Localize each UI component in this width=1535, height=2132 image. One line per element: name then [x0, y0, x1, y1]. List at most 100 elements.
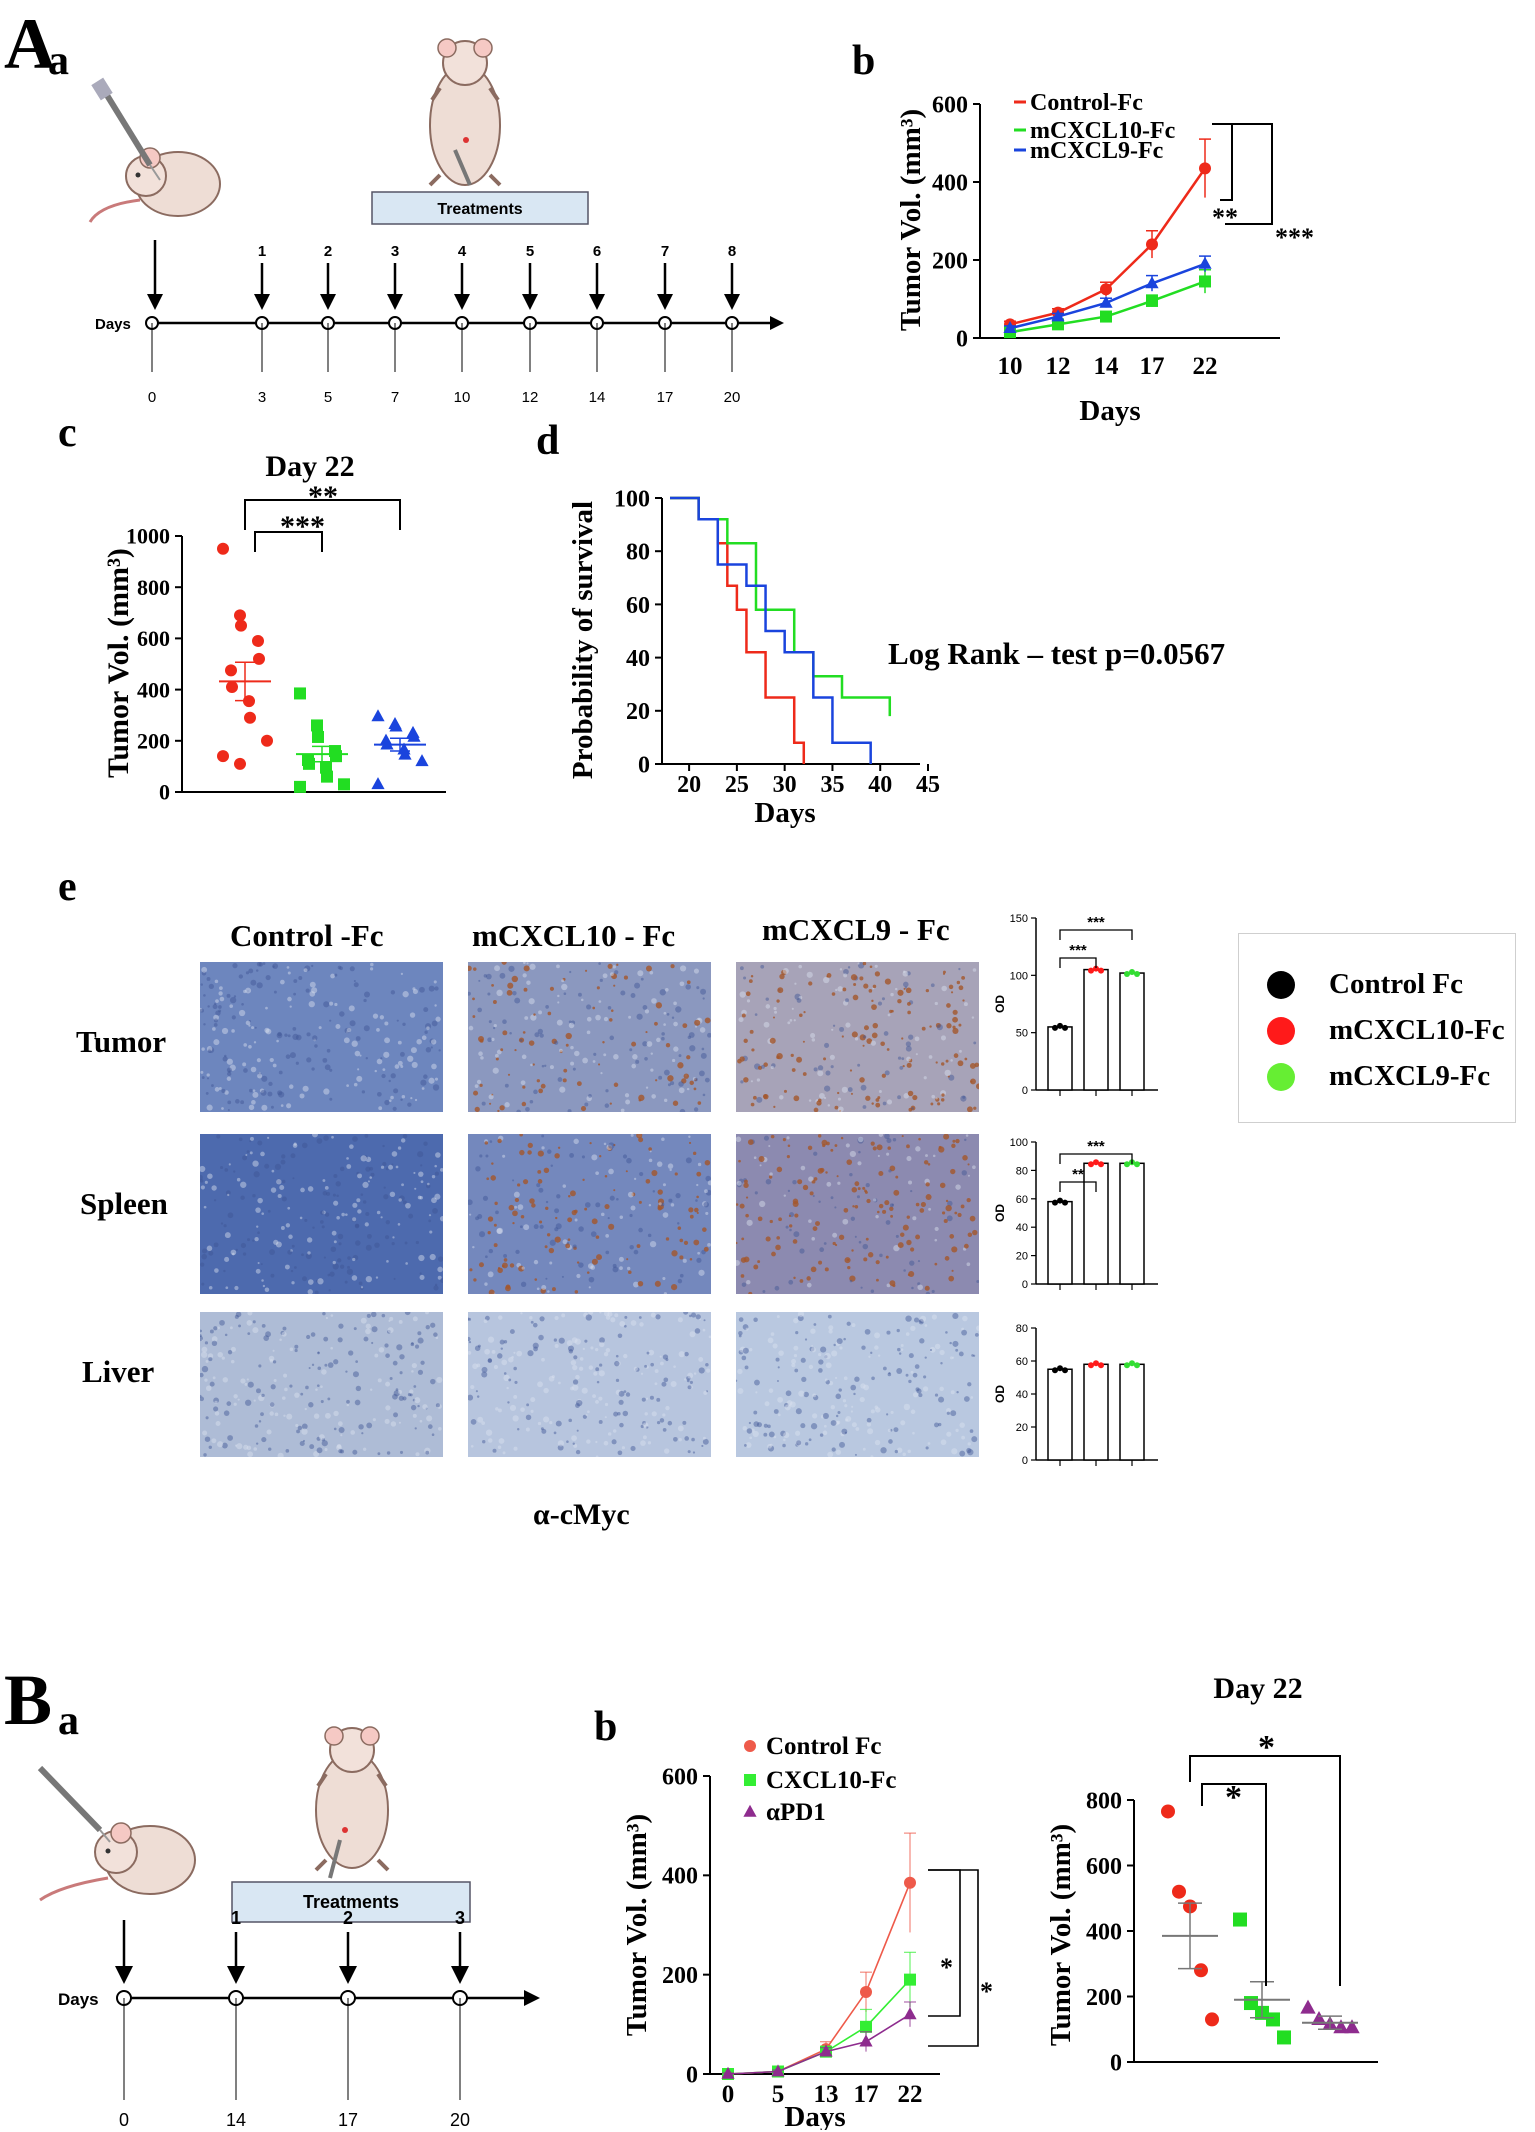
ihc-cell	[823, 1242, 827, 1245]
ihc-cell	[672, 1100, 679, 1106]
ihc-cell	[809, 1346, 815, 1352]
ihc-cell	[651, 1094, 656, 1099]
ihc-cell	[346, 1403, 350, 1407]
treatment-number: 8	[728, 243, 736, 260]
ihc-cell	[687, 1372, 694, 1379]
ihc-cell	[599, 1155, 602, 1158]
ihc-cell	[214, 1411, 220, 1416]
treatments-box-B	[231, 1881, 471, 1923]
ihc-cell	[698, 1269, 705, 1276]
ihc-cell	[297, 1425, 303, 1431]
ihc-cell	[645, 965, 652, 972]
ihc-cell	[623, 1390, 627, 1393]
ihc-cell	[337, 1258, 342, 1263]
ihc-cell	[438, 1426, 442, 1431]
ihc-cell	[213, 1014, 219, 1021]
ihc-cell	[741, 1013, 746, 1018]
ihc-cell	[221, 1356, 225, 1360]
ihc-cell	[301, 1253, 304, 1257]
ihc-cell	[672, 1058, 676, 1063]
ihc-cell	[390, 1073, 396, 1079]
ihc-cell	[834, 1420, 840, 1426]
ihc-cell	[851, 1323, 856, 1328]
treatment-arrowhead	[227, 1966, 245, 1984]
ihc-cell	[660, 1202, 665, 1207]
od-bar	[1047, 1200, 1073, 1285]
ihc-cell	[689, 1214, 694, 1219]
ihc-cell	[212, 1004, 218, 1010]
ihc-cell	[228, 1070, 231, 1073]
ihc-cell	[208, 1250, 214, 1256]
treatment-number: 1	[231, 1908, 241, 1928]
ihc-cell	[307, 1289, 313, 1294]
ihc-cell	[649, 970, 654, 975]
ihc-cell	[329, 1068, 333, 1072]
od-bar	[1047, 1368, 1073, 1461]
ihc-cell	[951, 1143, 956, 1149]
ihc-cell	[365, 1276, 372, 1283]
ihc-cell	[481, 1371, 488, 1378]
ihc-cell	[252, 1194, 256, 1198]
ihc-cell	[425, 1312, 429, 1315]
ihc-cell	[366, 1233, 372, 1239]
ihc-cell	[803, 1011, 806, 1014]
ihc-cell	[289, 1005, 292, 1008]
ihc-cell	[925, 1194, 932, 1201]
ihc-cell	[280, 1226, 285, 1230]
ihc-cell	[934, 1393, 939, 1397]
ihc-cell	[645, 1397, 649, 1400]
ihc-cell	[520, 1407, 525, 1412]
ihc-cell	[915, 1234, 921, 1240]
ihc-cell	[278, 1070, 283, 1075]
ihc-cell	[897, 989, 904, 996]
ihc-cell	[596, 1254, 602, 1261]
ihc-cell	[385, 1167, 389, 1171]
ihc-cell	[473, 1278, 477, 1282]
ihc-cell	[491, 984, 494, 987]
ihc-cell	[253, 1041, 257, 1044]
ihc-cell	[413, 1385, 417, 1388]
ihc-cell	[878, 1089, 882, 1093]
ihc-cell	[810, 1345, 814, 1348]
Ad-x-tick-label: 30	[773, 772, 797, 798]
ihc-cell	[498, 1315, 503, 1320]
ihc-cell	[380, 1165, 385, 1169]
ihc-cell	[501, 962, 507, 965]
ihc-cell	[770, 1332, 775, 1336]
ihc-cell	[536, 1287, 540, 1291]
ihc-cell	[683, 1312, 689, 1315]
ihc-cell	[765, 1236, 771, 1242]
ihc-cell	[661, 1381, 667, 1387]
ihc-cell	[352, 1217, 357, 1222]
od-point	[1088, 967, 1094, 974]
ihc-cell	[678, 1081, 684, 1087]
Ab-x-tick-label: 17	[1140, 353, 1165, 380]
ihc-cell	[439, 1215, 443, 1222]
ihc-cell	[270, 1187, 277, 1193]
ihc-cell	[245, 971, 250, 975]
ihc-cell	[293, 1142, 297, 1146]
ihc-cell	[232, 1252, 235, 1256]
Ad-x-tick-label: 25	[725, 772, 749, 798]
ihc-cell	[485, 1154, 489, 1158]
ihc-cell	[696, 1171, 702, 1177]
ihc-cell	[781, 969, 787, 976]
ihc-cell	[208, 1357, 213, 1362]
ihc-cell	[776, 1315, 780, 1319]
ihc-cell	[839, 1441, 846, 1448]
ihc-cell	[267, 1136, 270, 1139]
ihc-cell	[605, 1250, 610, 1255]
od-y-tick-label: 150	[1010, 913, 1028, 925]
ihc-cell	[311, 987, 318, 994]
ihc-cell	[905, 1045, 912, 1052]
ihc-cell	[860, 1383, 866, 1389]
ihc-cell	[512, 990, 517, 996]
ihc-cell	[604, 1174, 608, 1178]
ihc-cell	[791, 1007, 794, 1010]
ihc-cell	[300, 1392, 304, 1396]
ihc-cell	[270, 1273, 275, 1278]
ihc-cell	[539, 1033, 544, 1038]
ihc-cell	[837, 1411, 841, 1415]
ihc-cell	[340, 1434, 343, 1437]
ihc-cell	[388, 1099, 392, 1102]
